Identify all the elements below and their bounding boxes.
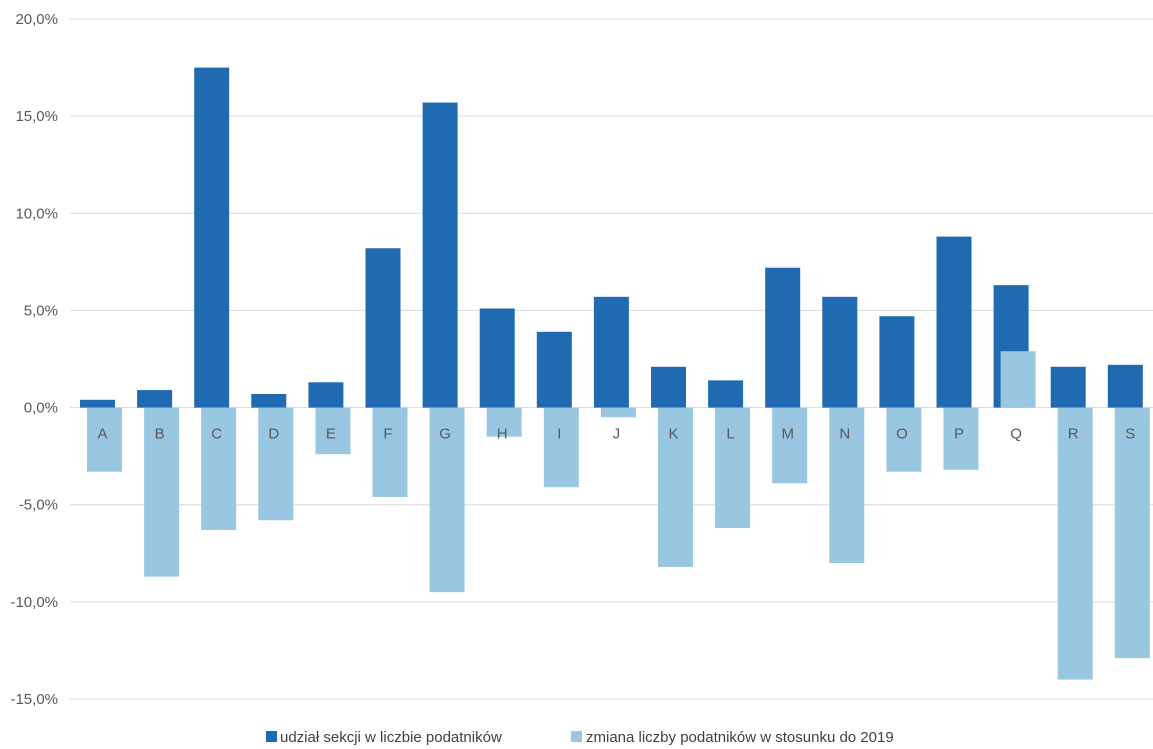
category-label-D: D — [268, 426, 279, 443]
bar-series-1-A — [80, 399, 115, 408]
bar-series-1-O — [879, 316, 915, 408]
legend-label-series-2: zmiana liczby podatników w stosunku do 2… — [586, 729, 894, 746]
bar-series-2-E — [315, 407, 351, 455]
bar-series-2-A — [87, 407, 122, 472]
bar-series-2-Q — [1000, 351, 1036, 408]
bars — [80, 67, 1150, 680]
bar-series-2-C — [201, 407, 237, 530]
legend-swatch-series-1 — [266, 731, 277, 742]
bar-series-2-F — [372, 407, 408, 497]
bar-series-2-P — [943, 407, 979, 470]
bar-series-2-H — [486, 407, 522, 437]
category-label-B: B — [155, 426, 165, 443]
bar-series-1-M — [765, 267, 801, 408]
bar-series-2-D — [258, 407, 294, 521]
y-tick-label: -15,0% — [10, 691, 58, 708]
y-tick-label: 5,0% — [24, 302, 58, 319]
bar-series-1-H — [479, 308, 515, 408]
category-labels: A B C D E F G H I J K L M N O P Q R S — [97, 426, 1135, 443]
category-label-Q: Q — [1010, 426, 1022, 443]
bar-series-2-B — [144, 407, 180, 577]
bar-series-2-M — [772, 407, 808, 484]
bar-series-1-S — [1107, 364, 1143, 408]
legend: udział sekcji w liczbie podatników zmian… — [266, 729, 894, 746]
y-tick-label: 15,0% — [15, 108, 58, 125]
legend-label-series-1: udział sekcji w liczbie podatników — [280, 729, 502, 746]
bar-series-2-K — [658, 407, 693, 567]
category-label-N: N — [839, 426, 850, 443]
bar-series-1-E — [308, 382, 344, 408]
category-label-L: L — [726, 426, 734, 443]
bar-series-2-O — [886, 407, 922, 472]
y-tick-label: 0,0% — [24, 400, 58, 417]
category-label-E: E — [326, 426, 336, 443]
bar-series-1-F — [365, 248, 401, 408]
bar-series-2-N — [829, 407, 865, 563]
bar-series-1-I — [536, 331, 572, 408]
y-tick-label: 20,0% — [15, 11, 58, 28]
category-label-I: I — [557, 426, 561, 443]
category-label-R: R — [1068, 426, 1079, 443]
bar-series-1-L — [708, 380, 744, 408]
category-label-M: M — [781, 426, 794, 443]
bar-series-1-D — [251, 393, 287, 408]
category-label-P: P — [954, 426, 964, 443]
category-label-S: S — [1125, 426, 1135, 443]
y-tick-label: 10,0% — [15, 205, 58, 222]
bar-series-2-I — [543, 407, 579, 488]
bar-series-1-B — [137, 390, 173, 408]
category-label-O: O — [896, 426, 908, 443]
bar-series-2-J — [600, 407, 636, 418]
bar-series-2-R — [1057, 407, 1093, 680]
y-tick-label: -5,0% — [19, 497, 58, 514]
bar-series-2-G — [429, 407, 465, 593]
bar-series-1-R — [1050, 366, 1086, 408]
bar-series-1-N — [822, 296, 858, 408]
y-axis-tick-labels: 20,0% 15,0% 10,0% 5,0% 0,0% -5,0% -10,0% -15,0% — [10, 11, 58, 708]
category-label-K: K — [668, 426, 678, 443]
bar-series-1-K — [651, 366, 686, 408]
bar-series-2-L — [715, 407, 751, 529]
bar-series-1-J — [593, 296, 629, 408]
bar-series-1-G — [422, 102, 458, 408]
category-label-C: C — [211, 426, 222, 443]
category-label-H: H — [497, 426, 508, 443]
legend-swatch-series-2 — [571, 731, 582, 742]
category-label-J: J — [613, 426, 621, 443]
bar-series-1-P — [936, 236, 972, 408]
bar-series-2-S — [1114, 407, 1150, 659]
y-tick-label: -10,0% — [10, 594, 58, 611]
category-label-A: A — [97, 426, 107, 443]
category-label-F: F — [383, 426, 392, 443]
bar-series-1-C — [194, 67, 230, 408]
category-label-G: G — [439, 426, 451, 443]
